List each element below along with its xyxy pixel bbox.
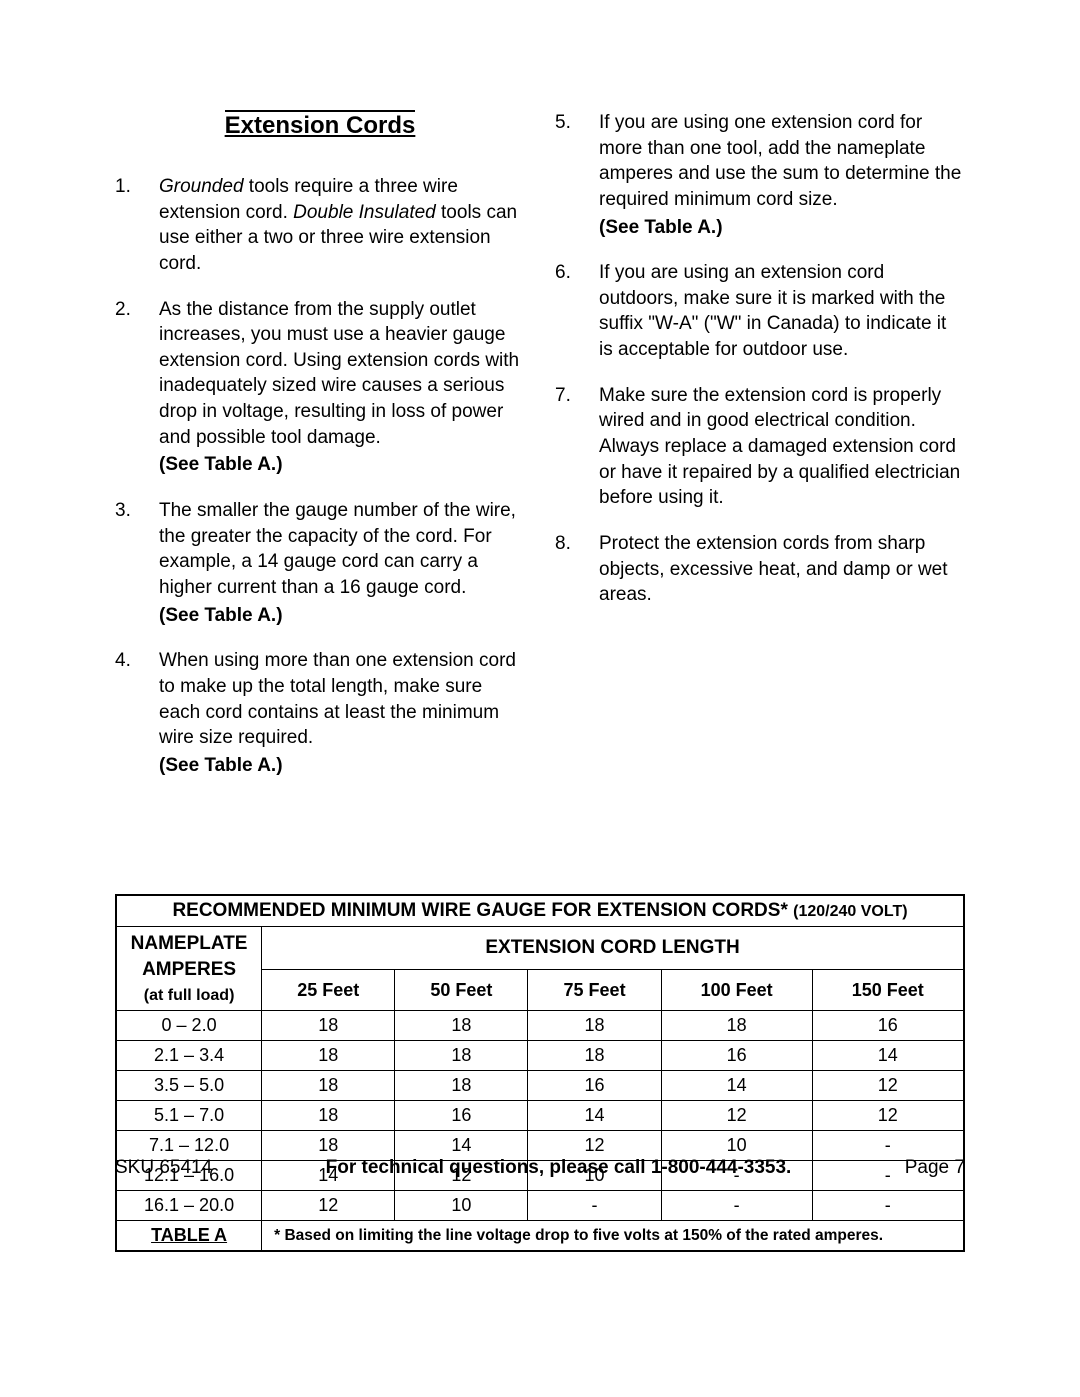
page-footer: SKU 65414 For technical questions, pleas… — [115, 1157, 965, 1179]
gauge-cell: 18 — [528, 1041, 661, 1071]
list-item: As the distance from the supply outlet i… — [115, 297, 525, 478]
list-item: Protect the extension cords from sharp o… — [555, 531, 965, 608]
gauge-table-wrap: RECOMMENDED MINIMUM WIRE GAUGE FOR EXTEN… — [115, 894, 965, 1252]
gauge-cell: 16 — [395, 1101, 528, 1131]
gauge-cell: 18 — [262, 1011, 395, 1041]
gauge-cell: 14 — [812, 1041, 964, 1071]
amperes-cell: 2.1 – 3.4 — [116, 1041, 262, 1071]
gauge-cell: 18 — [395, 1011, 528, 1041]
feet-header: 50 Feet — [395, 970, 528, 1011]
nameplate-header: NAMEPLATE AMPERES (at full load) — [116, 927, 262, 1011]
gauge-cell: 12 — [661, 1101, 812, 1131]
gauge-cell: 12 — [262, 1191, 395, 1221]
table-label: TABLE A — [116, 1221, 262, 1252]
see-table-ref: (See Table A.) — [599, 215, 965, 241]
see-table-ref: (See Table A.) — [159, 603, 525, 629]
table-row: 16.1 – 20.01210--- — [116, 1191, 964, 1221]
table-row: 3.5 – 5.01818161412 — [116, 1071, 964, 1101]
list-item: Make sure the extension cord is properly… — [555, 383, 965, 511]
feet-header: 100 Feet — [661, 970, 812, 1011]
feet-header: 25 Feet — [262, 970, 395, 1011]
table-title: RECOMMENDED MINIMUM WIRE GAUGE FOR EXTEN… — [116, 895, 964, 927]
page-number: Page 7 — [905, 1157, 965, 1179]
list-item: If you are using an extension cord outdo… — [555, 260, 965, 363]
extension-length-header: EXTENSION CORD LENGTH — [262, 927, 964, 970]
gauge-cell: 10 — [395, 1191, 528, 1221]
right-list: If you are using one extension cord for … — [555, 110, 965, 608]
left-list: Grounded tools require a three wire exte… — [115, 174, 525, 778]
gauge-cell: 16 — [661, 1041, 812, 1071]
gauge-cell: 18 — [395, 1041, 528, 1071]
feet-header: 150 Feet — [812, 970, 964, 1011]
gauge-cell: 18 — [262, 1041, 395, 1071]
amperes-cell: 16.1 – 20.0 — [116, 1191, 262, 1221]
table-footnote: * Based on limiting the line voltage dro… — [262, 1221, 964, 1252]
gauge-cell: 16 — [528, 1071, 661, 1101]
table-row: 2.1 – 3.41818181614 — [116, 1041, 964, 1071]
gauge-cell: 18 — [528, 1011, 661, 1041]
amperes-cell: 0 – 2.0 — [116, 1011, 262, 1041]
gauge-cell: 18 — [262, 1071, 395, 1101]
gauge-cell: - — [812, 1191, 964, 1221]
tech-call: For technical questions, please call 1-8… — [326, 1157, 792, 1179]
list-item: When using more than one extension cord … — [115, 648, 525, 778]
feet-header: 75 Feet — [528, 970, 661, 1011]
table-row: 5.1 – 7.01816141212 — [116, 1101, 964, 1131]
gauge-cell: 12 — [812, 1071, 964, 1101]
section-heading: Extension Cords — [225, 110, 416, 140]
gauge-cell: 18 — [262, 1101, 395, 1131]
gauge-table: RECOMMENDED MINIMUM WIRE GAUGE FOR EXTEN… — [115, 894, 965, 1252]
list-item: If you are using one extension cord for … — [555, 110, 965, 240]
gauge-cell: 16 — [812, 1011, 964, 1041]
gauge-cell: - — [528, 1191, 661, 1221]
table-row: 0 – 2.01818181816 — [116, 1011, 964, 1041]
gauge-cell: 18 — [661, 1011, 812, 1041]
amperes-cell: 5.1 – 7.0 — [116, 1101, 262, 1131]
sku-label: SKU 65414 — [115, 1157, 212, 1179]
gauge-cell: 14 — [661, 1071, 812, 1101]
list-item: The smaller the gauge number of the wire… — [115, 498, 525, 628]
gauge-cell: 14 — [528, 1101, 661, 1131]
gauge-cell: 18 — [395, 1071, 528, 1101]
amperes-cell: 3.5 – 5.0 — [116, 1071, 262, 1101]
gauge-cell: - — [661, 1191, 812, 1221]
see-table-ref: (See Table A.) — [159, 753, 525, 779]
gauge-cell: 12 — [812, 1101, 964, 1131]
list-item: Grounded tools require a three wire exte… — [115, 174, 525, 277]
see-table-ref: (See Table A.) — [159, 452, 525, 478]
